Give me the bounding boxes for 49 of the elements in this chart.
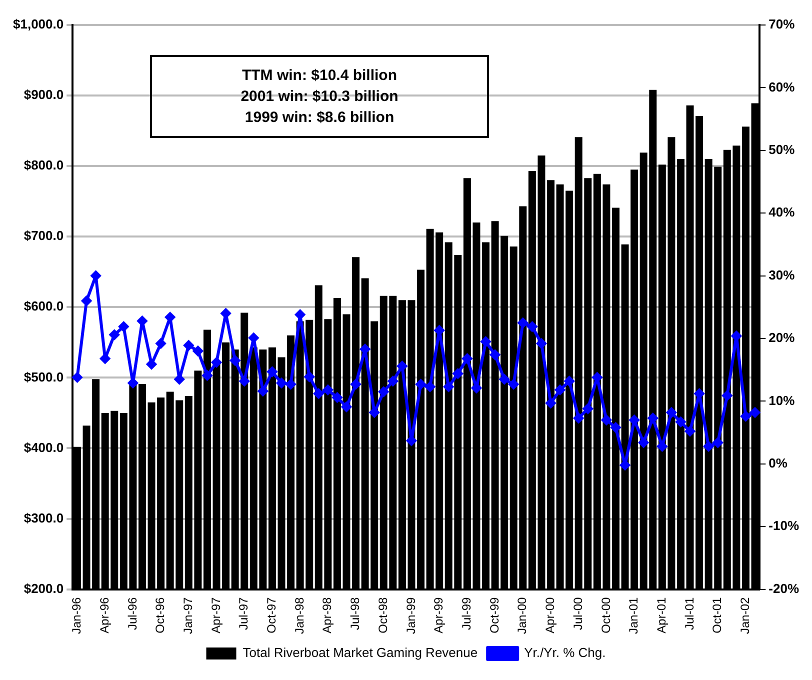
y-tick-label: $1,000.0 xyxy=(12,16,64,32)
x-tick-label: Jan-96 xyxy=(70,596,84,634)
x-tick-label: Jan-98 xyxy=(292,596,306,634)
y-tick-label: $200.0 xyxy=(24,580,64,596)
annotation: 1999 win: $8.6 billion xyxy=(244,108,396,128)
x-tick-label: Jul-98 xyxy=(348,596,362,630)
x-tick-label: Oct-01 xyxy=(710,596,724,634)
y-tick-label: $600.0 xyxy=(24,298,64,314)
x-tick-label: Jul-01 xyxy=(682,596,696,630)
legend-label: Total Riverboat Market Gaming Revenue xyxy=(242,645,478,660)
y-tick-label: $900.0 xyxy=(24,87,64,102)
y2-tick-label: 30% xyxy=(768,267,796,282)
y-tick-label: $700.0 xyxy=(24,228,64,244)
y2-tick-label: -10% xyxy=(768,518,800,534)
x-tick-label: Jul-00 xyxy=(570,596,585,630)
x-tick-label: Apr-98 xyxy=(320,596,334,634)
y2-tick-label: 20% xyxy=(768,330,796,346)
x-tick-label: Jan-99 xyxy=(404,596,418,634)
y-tick-label: $400.0 xyxy=(24,440,64,455)
annotation: 2001 win: $10.3 billion xyxy=(240,87,400,107)
x-tick-label: Apr-00 xyxy=(543,596,558,634)
x-tick-label: Jul-97 xyxy=(236,596,251,630)
legend-label: Yr./Yr. % Chg. xyxy=(524,645,606,660)
y2-tick-label: 0% xyxy=(768,455,788,470)
x-tick-label: Jul-96 xyxy=(125,596,140,630)
y2-tick-label: -20% xyxy=(768,580,800,596)
x-tick-label: Oct-98 xyxy=(376,596,390,634)
y-tick-label: $300.0 xyxy=(24,510,64,526)
x-tick-label: Apr-96 xyxy=(97,596,112,634)
y2-tick-label: 70% xyxy=(768,16,796,32)
x-tick-label: Oct-97 xyxy=(264,596,279,634)
y2-tick-label: 10% xyxy=(768,392,796,408)
x-tick-label: Apr-99 xyxy=(432,596,446,634)
x-tick-label: Jul-99 xyxy=(460,596,474,630)
x-tick-label: Jan-97 xyxy=(180,596,195,634)
y-tick-label: $500.0 xyxy=(24,369,64,384)
x-tick-label: Jan-01 xyxy=(626,596,641,634)
x-tick-label: Oct-00 xyxy=(598,596,613,634)
x-tick-label: Apr-97 xyxy=(208,596,223,634)
x-tick-label: Jan-02 xyxy=(738,596,752,634)
y-tick-label: $800.0 xyxy=(24,158,64,173)
x-tick-label: Jan-00 xyxy=(515,596,530,634)
y2-tick-label: 40% xyxy=(768,204,796,220)
y2-tick-label: 50% xyxy=(768,142,796,157)
x-tick-label: Oct-99 xyxy=(487,596,502,634)
annotation: TTM win: $10.4 billion xyxy=(240,66,398,86)
y2-tick-label: 60% xyxy=(768,79,796,94)
x-tick-label: Oct-96 xyxy=(153,596,168,634)
x-tick-label: Apr-01 xyxy=(654,596,668,634)
